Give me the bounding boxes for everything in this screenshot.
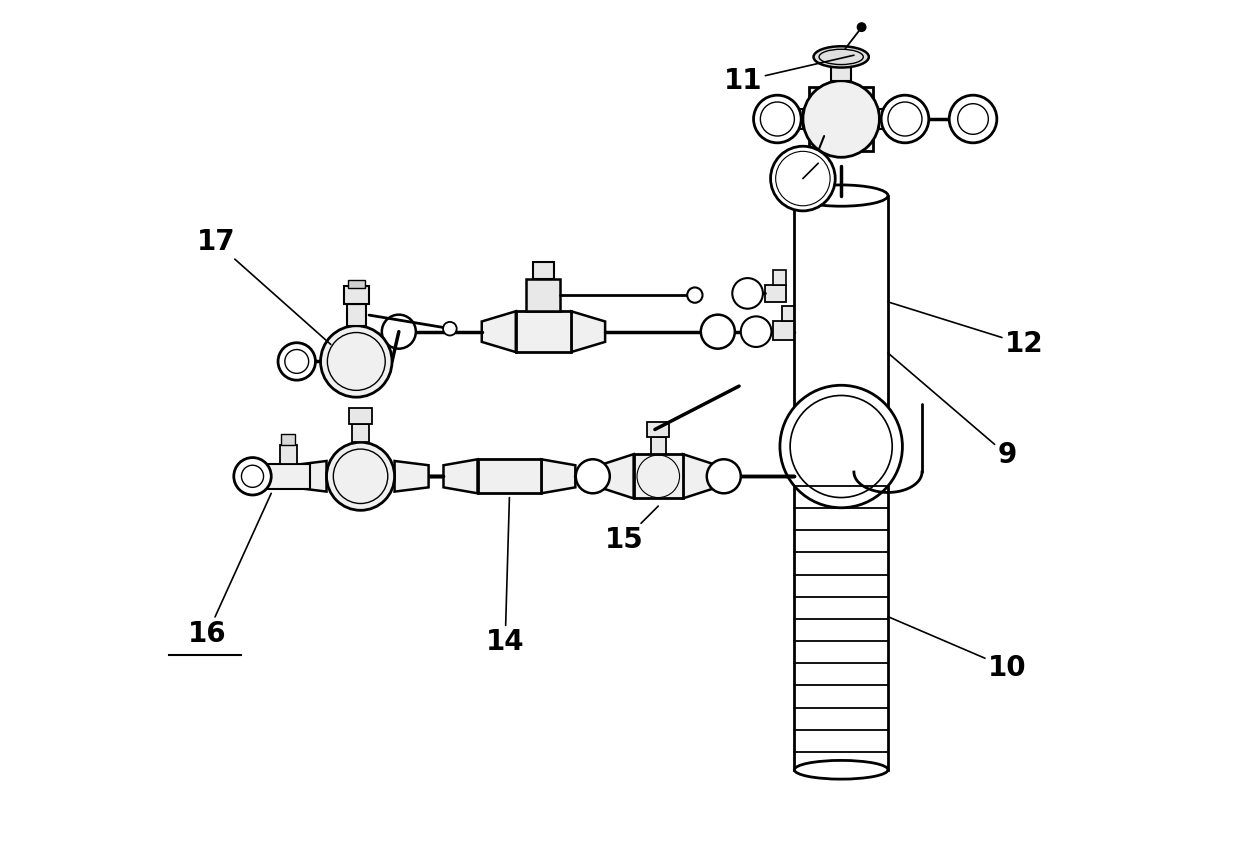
Circle shape <box>790 395 893 497</box>
Text: 16: 16 <box>188 493 272 648</box>
Polygon shape <box>394 461 429 491</box>
Bar <box>797 447 885 468</box>
Circle shape <box>234 458 272 495</box>
Circle shape <box>754 95 801 143</box>
Bar <box>808 87 873 151</box>
Bar <box>773 321 795 340</box>
Text: 11: 11 <box>724 55 854 94</box>
Text: 17: 17 <box>197 228 331 344</box>
Bar <box>350 408 372 423</box>
Circle shape <box>857 23 866 32</box>
Circle shape <box>687 288 703 302</box>
Circle shape <box>802 81 879 157</box>
Polygon shape <box>683 454 717 498</box>
Text: 15: 15 <box>605 506 658 554</box>
Bar <box>527 279 560 311</box>
Bar <box>795 196 888 447</box>
Bar <box>773 270 786 285</box>
Bar <box>280 445 296 464</box>
Circle shape <box>382 314 415 349</box>
Bar <box>533 262 553 279</box>
Bar <box>634 454 683 498</box>
Text: 12: 12 <box>888 302 1043 358</box>
Text: 14: 14 <box>486 497 525 656</box>
Circle shape <box>443 322 456 336</box>
Circle shape <box>707 460 740 493</box>
Bar <box>777 109 802 129</box>
Circle shape <box>326 442 394 510</box>
Polygon shape <box>572 311 605 352</box>
Bar <box>477 460 542 493</box>
Ellipse shape <box>813 46 869 68</box>
Circle shape <box>770 146 836 210</box>
Bar <box>347 280 365 289</box>
Circle shape <box>575 460 610 493</box>
Circle shape <box>740 316 771 347</box>
Bar <box>765 285 786 302</box>
Text: 10: 10 <box>888 617 1027 682</box>
Ellipse shape <box>795 760 888 779</box>
Bar <box>281 434 295 445</box>
Circle shape <box>780 386 903 508</box>
Bar <box>343 286 370 304</box>
Text: 9: 9 <box>888 353 1017 469</box>
Bar <box>795 460 888 770</box>
Ellipse shape <box>795 185 888 206</box>
Bar <box>647 422 670 437</box>
Polygon shape <box>600 454 634 498</box>
Circle shape <box>701 314 735 349</box>
Bar <box>781 306 795 321</box>
Bar <box>651 437 666 454</box>
Bar <box>831 59 852 81</box>
Bar <box>879 109 905 129</box>
Bar <box>267 464 310 489</box>
Polygon shape <box>542 460 575 493</box>
Polygon shape <box>482 311 516 352</box>
Circle shape <box>321 326 392 397</box>
Circle shape <box>949 95 997 143</box>
Circle shape <box>733 278 763 308</box>
Polygon shape <box>293 461 326 491</box>
Bar <box>352 423 370 442</box>
Bar <box>347 304 366 326</box>
Circle shape <box>882 95 929 143</box>
Polygon shape <box>444 460 477 493</box>
Bar <box>516 311 572 352</box>
Circle shape <box>278 343 315 381</box>
